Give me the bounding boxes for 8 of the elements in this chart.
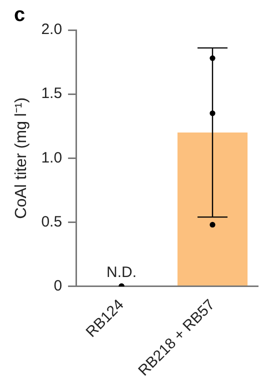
chart-title: c	[14, 4, 26, 27]
y-tick-label: 2.0	[41, 21, 62, 38]
y-axis-title: CoAl titer (mg l⁻¹)	[13, 97, 30, 219]
y-tick-label: 0	[54, 277, 62, 294]
y-tick-label: 0.5	[41, 213, 62, 230]
y-tick-label: 1.0	[41, 149, 62, 166]
y-tick-label: 1.5	[41, 85, 62, 102]
annotation: N.D.	[106, 264, 137, 281]
